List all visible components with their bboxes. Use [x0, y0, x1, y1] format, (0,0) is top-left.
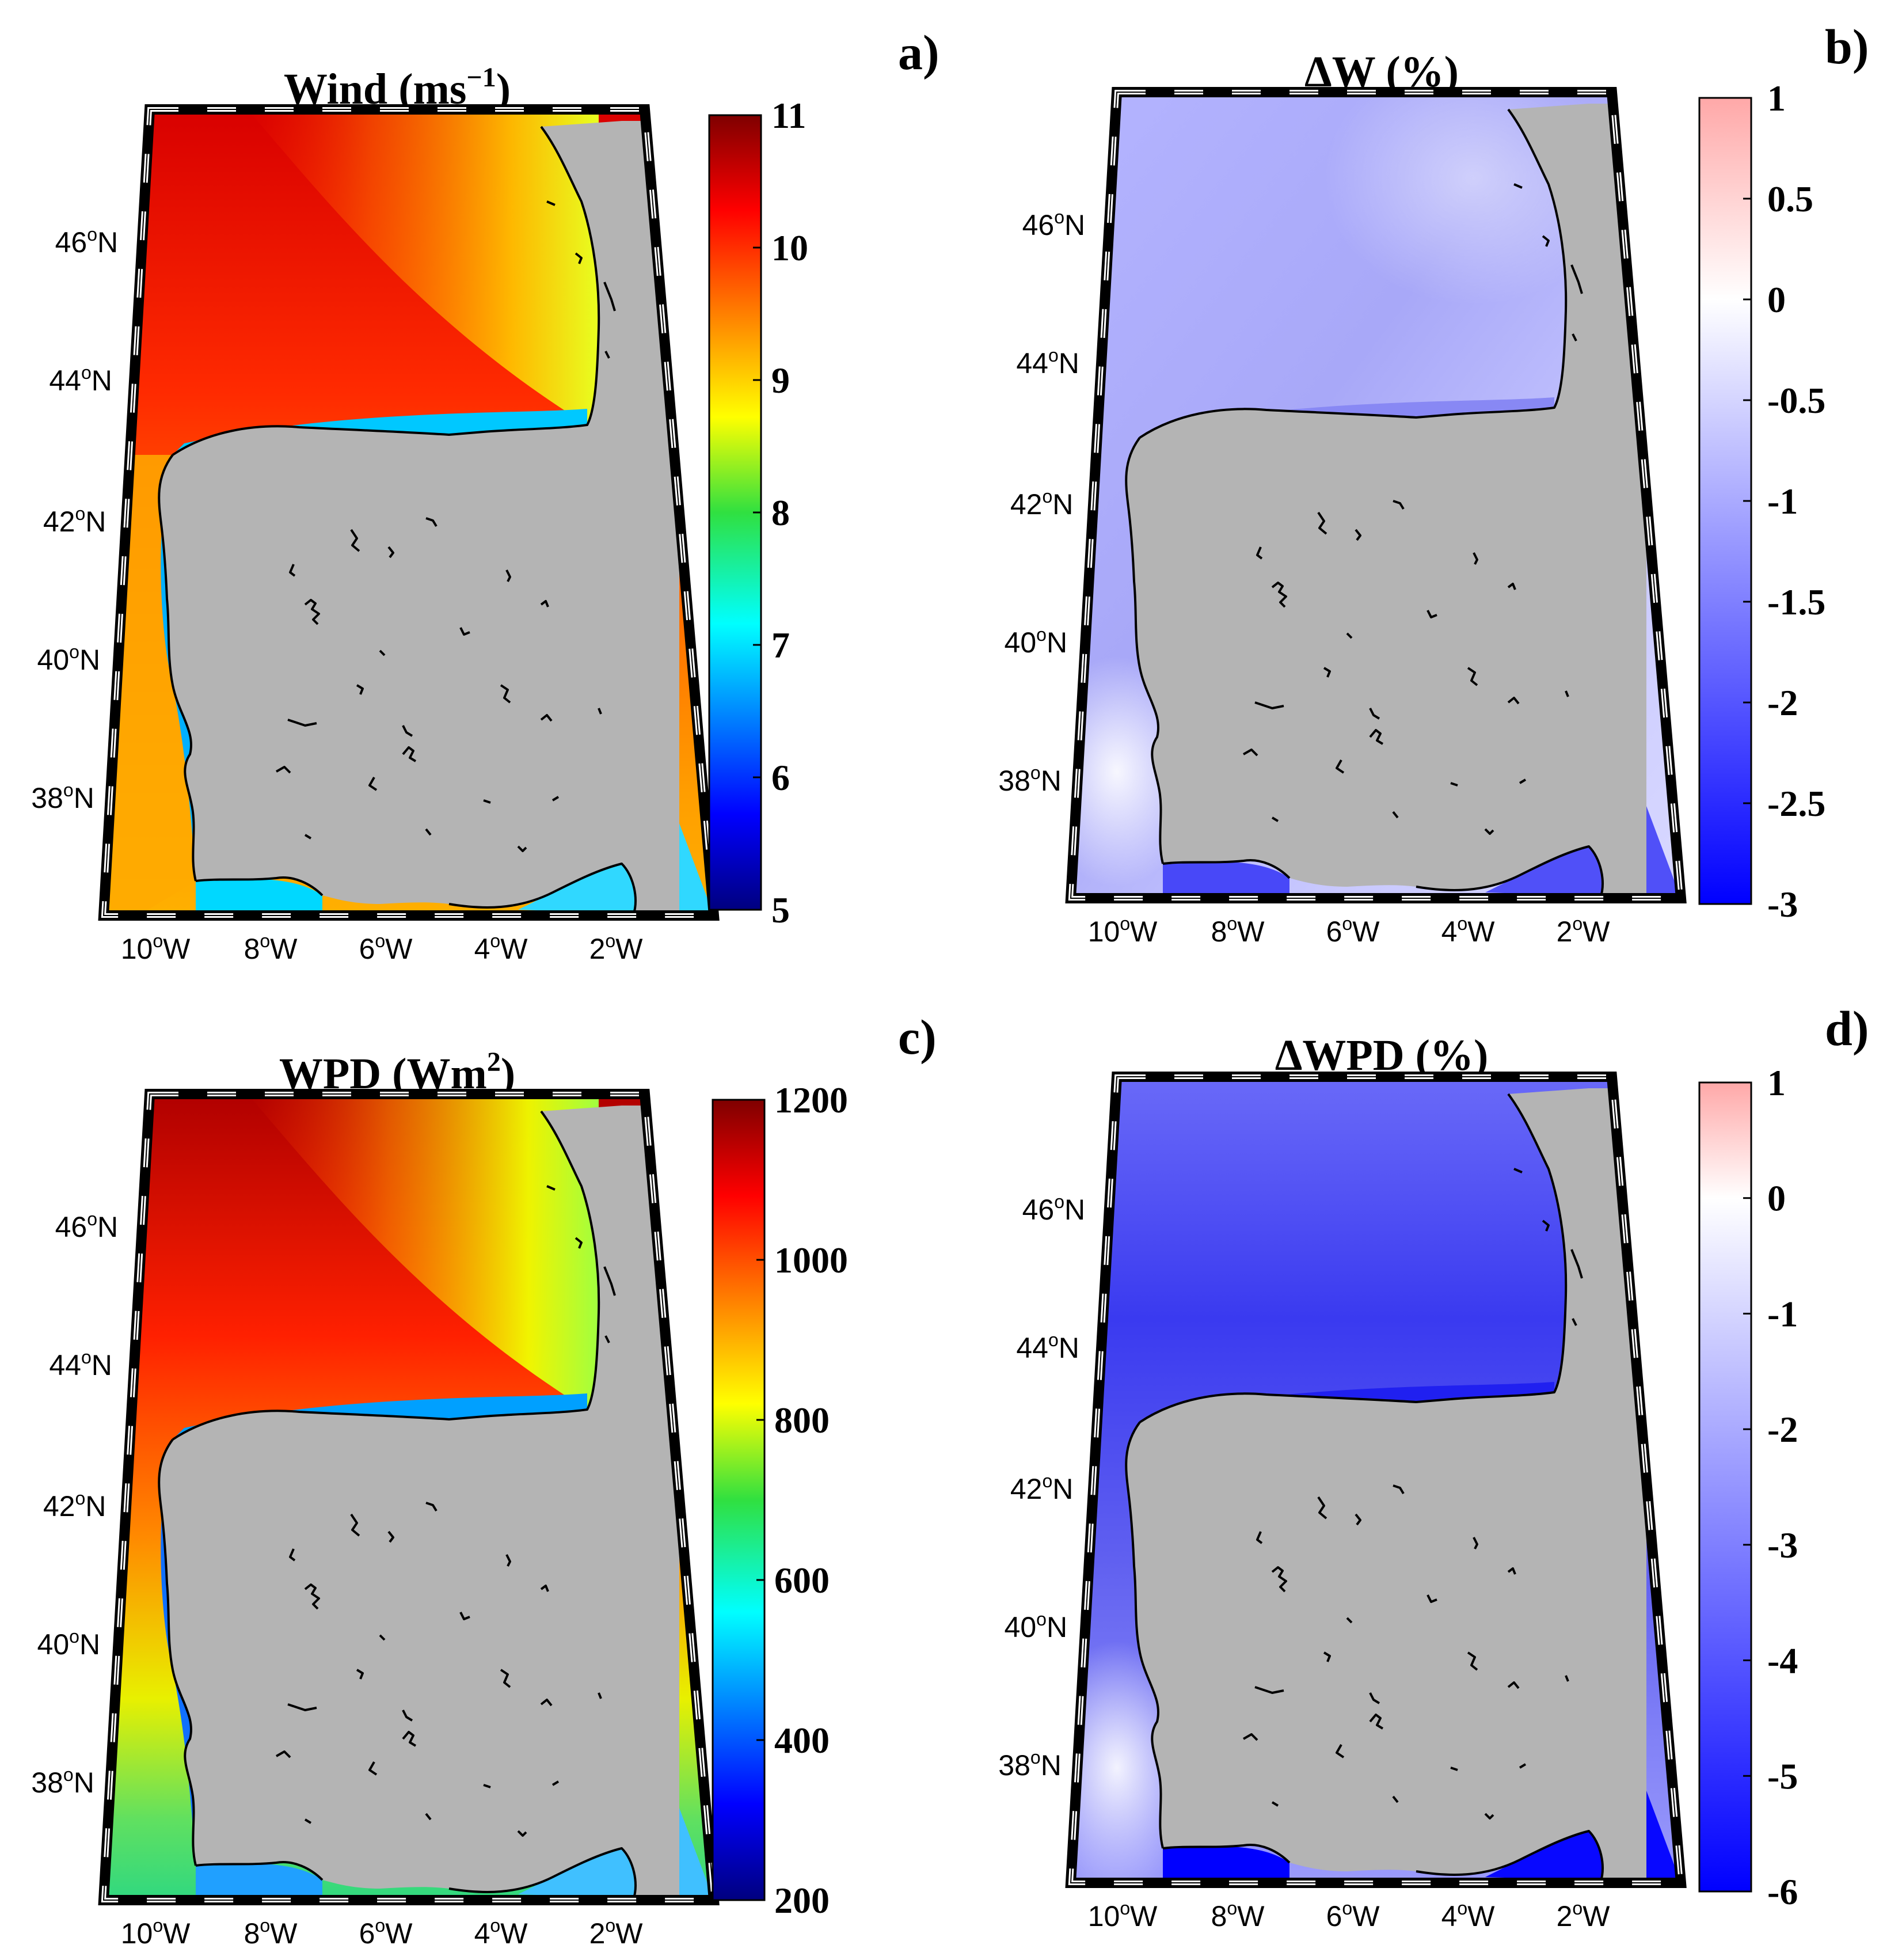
lon-tick-label: 6oW: [359, 930, 413, 965]
colorbar-scale: [1698, 97, 1752, 905]
lat-tick-label: 46oN: [55, 224, 119, 259]
panel-title: ΔWPD (%): [1275, 1031, 1489, 1080]
lat-tick-label: 40oN: [1005, 624, 1068, 659]
colorbar-tick-label: 800: [774, 1400, 830, 1441]
lat-tick-label: 44oN: [49, 1347, 112, 1381]
lon-tick-label: 6oW: [1326, 1898, 1380, 1932]
colorbar-tick-label: -0.5: [1767, 380, 1825, 421]
map-area: 46oN 44oN 42oN 40oN 38oN 10oW 8oW 6oW 4oW 2oW: [998, 87, 1687, 948]
colorbar-scale: [712, 1099, 766, 1901]
lon-tick-label: 2oW: [1557, 913, 1611, 948]
lon-tick-label: 2oW: [1557, 1898, 1611, 1932]
map-area: 46oN 44oN 42oN 40oN 38oN 10oW 8oW 6oW 4oW 2oW: [31, 104, 720, 965]
colorbar-tick-label: 11: [771, 95, 806, 136]
colorbar-tick-label: 5: [771, 890, 790, 930]
panel-d: ΔWPD (%) d) 46oN 44oN 42oN 40oN 38oN 10oW 8oW 6oW…: [998, 1001, 1869, 1932]
colorbar-tick-label: 10: [771, 227, 808, 268]
lat-tick-label: 38oN: [31, 780, 94, 814]
lon-tick-label: 4oW: [474, 1915, 528, 1950]
colorbar: 1200 1000 800 600 400 200: [712, 1080, 848, 1921]
lon-tick-label: 10oW: [121, 930, 191, 965]
map-area: 46oN 44oN 42oN 40oN 38oN 10oW 8oW 6oW 4oW 2oW: [31, 1089, 720, 1950]
colorbar-tick-label: 0.5: [1767, 178, 1813, 219]
lon-tick-label: 4oW: [1441, 1898, 1496, 1932]
lat-tick-label: 40oN: [37, 1626, 101, 1661]
lon-tick-label: 10oW: [1088, 913, 1158, 948]
colorbar-tick-label: -1: [1767, 1293, 1798, 1334]
colorbar-scale: [1698, 1081, 1752, 1893]
lat-tick-label: 44oN: [1016, 1330, 1079, 1364]
lon-tick-label: 8oW: [244, 1915, 298, 1950]
lat-tick-label: 38oN: [998, 762, 1062, 797]
colorbar-tick-label: -6: [1767, 1871, 1798, 1912]
colorbar-tick-label: 0: [1767, 279, 1786, 320]
colorbar-tick-label: 1000: [774, 1240, 848, 1281]
lon-tick-label: 6oW: [359, 1915, 413, 1950]
lon-tick-label: 6oW: [1326, 913, 1380, 948]
colorbar: 11 10 9 8 7 6 5: [708, 95, 808, 930]
colorbar-tick-label: 1: [1767, 78, 1786, 119]
colorbar-tick-label: 600: [774, 1560, 830, 1601]
lat-tick-label: 46oN: [55, 1209, 119, 1243]
lon-tick-label: 2oW: [589, 1915, 644, 1950]
lat-tick-label: 38oN: [31, 1764, 94, 1799]
lat-tick-label: 46oN: [1022, 1191, 1086, 1226]
lat-tick-label: 42oN: [1010, 1471, 1074, 1505]
colorbar-tick-label: 9: [771, 360, 790, 401]
lat-tick-label: 38oN: [998, 1747, 1062, 1782]
lon-tick-label: 10oW: [121, 1915, 191, 1950]
panel-label: d): [1825, 1001, 1869, 1056]
colorbar-tick-label: 1: [1767, 1062, 1786, 1103]
colorbar-tick-label: -2: [1767, 682, 1798, 723]
colorbar-tick-label: 400: [774, 1720, 830, 1761]
lat-tick-label: 40oN: [1005, 1609, 1068, 1643]
lon-tick-label: 2oW: [589, 930, 644, 965]
colorbar-tick-label: -4: [1767, 1640, 1798, 1681]
panel-label: c): [898, 1009, 937, 1065]
panel-label: b): [1825, 19, 1869, 74]
panel-label: a): [898, 25, 939, 80]
lat-tick-label: 44oN: [1016, 345, 1079, 379]
map-area: 46oN 44oN 42oN 40oN 38oN 10oW 8oW 6oW 4oW 2oW: [998, 1072, 1687, 1932]
lat-tick-label: 40oN: [37, 641, 101, 676]
colorbar-tick-label: 0: [1767, 1178, 1786, 1219]
colorbar-tick-label: -2: [1767, 1409, 1798, 1450]
lat-tick-label: 46oN: [1022, 207, 1086, 241]
colorbar-tick-label: 200: [774, 1880, 830, 1921]
colorbar-tick-label: -3: [1767, 1525, 1798, 1566]
lon-tick-label: 10oW: [1088, 1898, 1158, 1932]
lon-tick-label: 8oW: [1211, 1898, 1265, 1932]
lon-tick-label: 4oW: [474, 930, 528, 965]
colorbar-tick-label: 8: [771, 492, 790, 533]
lat-tick-label: 42oN: [43, 1488, 106, 1522]
lat-tick-label: 42oN: [1010, 486, 1074, 521]
lon-tick-label: 4oW: [1441, 913, 1496, 948]
colorbar-tick-label: 7: [771, 625, 790, 666]
lon-tick-label: 8oW: [1211, 913, 1265, 948]
lat-tick-label: 44oN: [49, 362, 112, 397]
colorbar-tick-label: 6: [771, 757, 790, 798]
colorbar-tick-label: -5: [1767, 1756, 1798, 1796]
colorbar-tick-label: -1.5: [1767, 582, 1825, 622]
colorbar-tick-label: 1200: [774, 1080, 848, 1120]
colorbar: 1 0 -1 -2 -3 -4 -5 -6: [1698, 1062, 1798, 1912]
lon-tick-label: 8oW: [244, 930, 298, 965]
colorbar-tick-label: -2.5: [1767, 783, 1825, 824]
colorbar-tick-label: -3: [1767, 884, 1798, 925]
lat-tick-label: 42oN: [43, 503, 106, 538]
colorbar-tick-label: -1: [1767, 481, 1798, 522]
colorbar: 1 0.5 0 -0.5 -1 -1.5 -2 -2.5 -3: [1698, 78, 1825, 925]
